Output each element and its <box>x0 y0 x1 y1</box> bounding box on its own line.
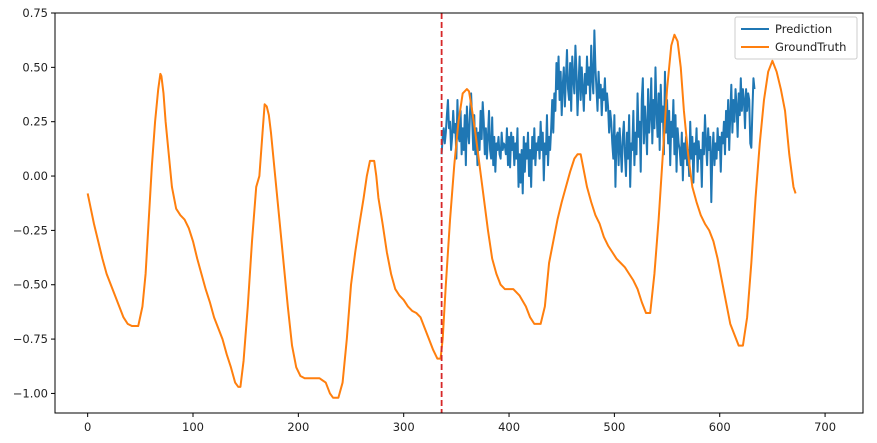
legend-label-prediction: Prediction <box>775 22 832 36</box>
y-tick-label: 0.75 <box>22 6 48 20</box>
y-tick-label: 0.00 <box>22 169 48 183</box>
x-tick-label: 700 <box>814 420 836 434</box>
x-tick-label: 0 <box>84 420 91 434</box>
legend-box <box>734 16 858 60</box>
y-tick-label: −0.25 <box>13 223 48 237</box>
x-tick-label: 200 <box>287 420 309 434</box>
x-tick-label: 600 <box>709 420 731 434</box>
legend-label-groundtruth: GroundTruth <box>775 40 846 54</box>
legend: Prediction GroundTruth <box>734 16 858 60</box>
x-tick-label: 500 <box>603 420 625 434</box>
plot-frame <box>54 12 864 414</box>
series-line-prediction <box>440 29 756 204</box>
y-tick-label: −1.00 <box>13 386 48 400</box>
x-tick-label: 400 <box>498 420 520 434</box>
series-lines <box>86 29 797 399</box>
series-line-groundtruth <box>86 33 797 399</box>
y-tick-label: −0.75 <box>13 332 48 346</box>
axis-ticks: 0 100 200 300 400 500 600 700 −1.00 −0.75 −0.50 −0.… <box>13 6 836 434</box>
x-tick-label: 300 <box>393 420 415 434</box>
y-tick-label: 0.50 <box>22 60 48 74</box>
y-tick-label: 0.25 <box>22 115 48 129</box>
x-tick-label: 100 <box>182 420 204 434</box>
y-tick-label: −0.50 <box>13 278 48 292</box>
